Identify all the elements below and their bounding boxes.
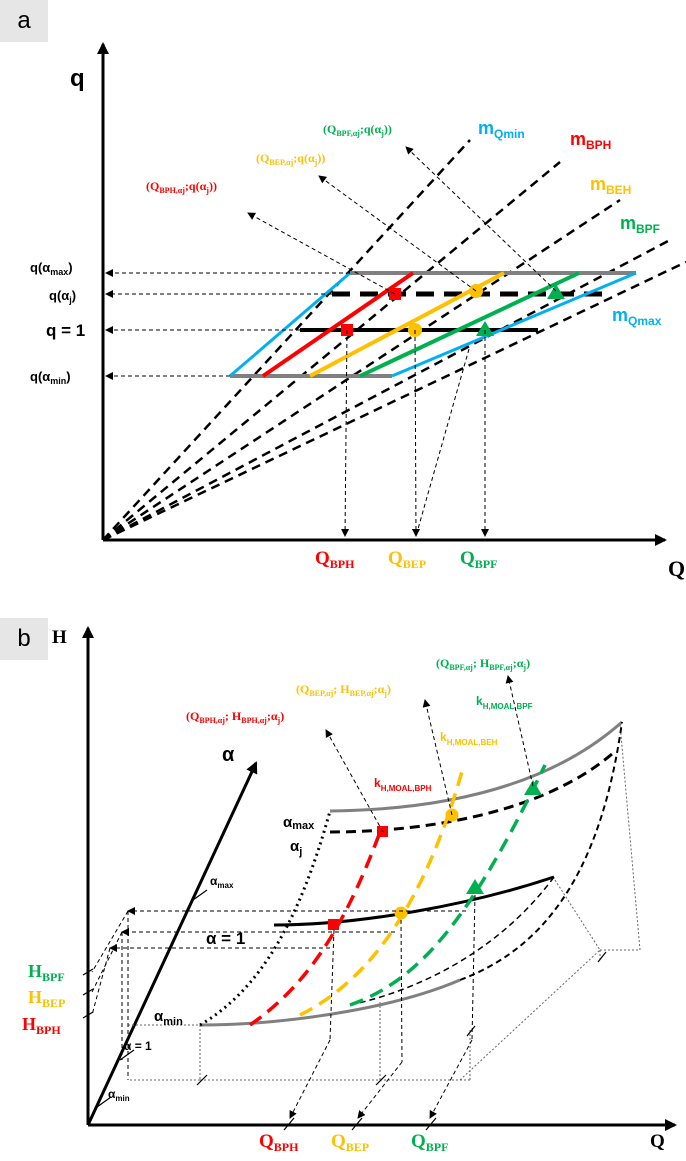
label-m-qmin: mQmin [478,118,525,141]
H-tick-bep: HBEP [28,987,65,1010]
ray-lines [102,139,686,542]
bph-moal-curve [248,831,382,1027]
bpf-marker-1 [476,321,494,336]
tick-Q-bph-b: QBPH [259,1131,299,1154]
bpf-marker-j [547,284,565,299]
alpha-axis [86,761,258,1126]
H-tick-bph: HBPH [22,1014,61,1037]
label-m-beh: mBEH [590,174,631,197]
panel-a-badge: a [0,0,48,42]
H-leaders [91,907,466,1080]
H-axis-label: H [52,627,67,648]
bph-marker-b1 [328,919,339,930]
curve-label-amax: αmax [283,814,315,832]
panel-a: q Q [30,42,686,581]
tick-Q-bep-b: QBEP [331,1131,369,1154]
tick-Q-bpf-b: QBPF [411,1131,448,1154]
q-axis-label: q [70,65,85,92]
surface-outline [199,720,623,1027]
bpf-marker-b1 [466,879,484,894]
alpha-tick-one: α = 1 [124,1039,152,1053]
k-label-bph: kH,MOAL,BPH [374,776,432,793]
panel-b-badge: b [0,618,48,660]
tick-Q-bph: QBPH [315,548,355,571]
H-tick-bpf: HBPF [28,961,65,984]
base-ticks [196,951,607,1086]
callout-b-bph: (QBPH,αj; HBPH,αj;αj) [186,709,284,725]
k-label-beh: kH,MOAL,BEH [440,730,498,747]
bep-marker-b1 [394,906,408,920]
alpha-tick-min: αmin [108,1087,130,1103]
curve-label-amin: αmin [154,1008,183,1028]
q-leaders [105,269,350,380]
label-m-bph: mBPH [570,129,611,152]
label-m-qmax: mQmax [612,305,662,328]
callout-arrows-a [247,146,557,295]
base-projection [128,723,641,1081]
tick-q-amin: q(αmin) [30,369,71,386]
callout-a-bph: (QBPH,αj;q(αj)) [146,179,217,195]
Q-axis-label-b: Q [650,1131,665,1152]
qmax-range [391,271,637,378]
Q-ticks-b [283,1117,437,1131]
panel-b: H Q α αmax α = 1 αmin [22,626,677,1154]
bep-moal-curve [299,767,465,1017]
Q-leaders [341,329,489,537]
bpf-moal-curve [349,764,547,1007]
callout-b-bep: (QBEP,αj; HBEP,αj;αj) [296,682,391,698]
callout-a-bpf: (QBPF,αj;q(αj)) [323,122,392,138]
alpha-axis-label: α [222,744,235,766]
tick-q-aj: q(αj) [49,288,76,305]
bpf-marker-bj [524,780,542,795]
H-ticks [82,968,94,1019]
Q-leaders-b [289,894,476,1119]
qmin-range [229,271,351,378]
alpha-ticks [96,889,208,1108]
label-m-bpf: mBPF [620,213,660,236]
alpha-tick-max: αmax [210,874,234,890]
tick-Q-bep: QBEP [388,548,426,571]
callout-arrows-b [325,675,534,833]
tick-Q-bpf: QBPF [460,548,497,571]
tick-q-amax: q(αmax) [30,260,73,277]
curve-label-aj: αj [290,838,302,858]
callout-b-bpf: (QBPF,αj; HBPF,αj;αj) [436,656,530,672]
bpf-range [359,271,580,378]
k-label-bpf: kH,MOAL,BPF [476,694,533,711]
Q-axis-label: Q [668,556,685,581]
callout-a-bep: (QBEP,αj;q(αj)) [256,151,325,167]
tick-q-one: q = 1 [46,321,85,340]
curve-label-a1: α = 1 [206,929,245,948]
